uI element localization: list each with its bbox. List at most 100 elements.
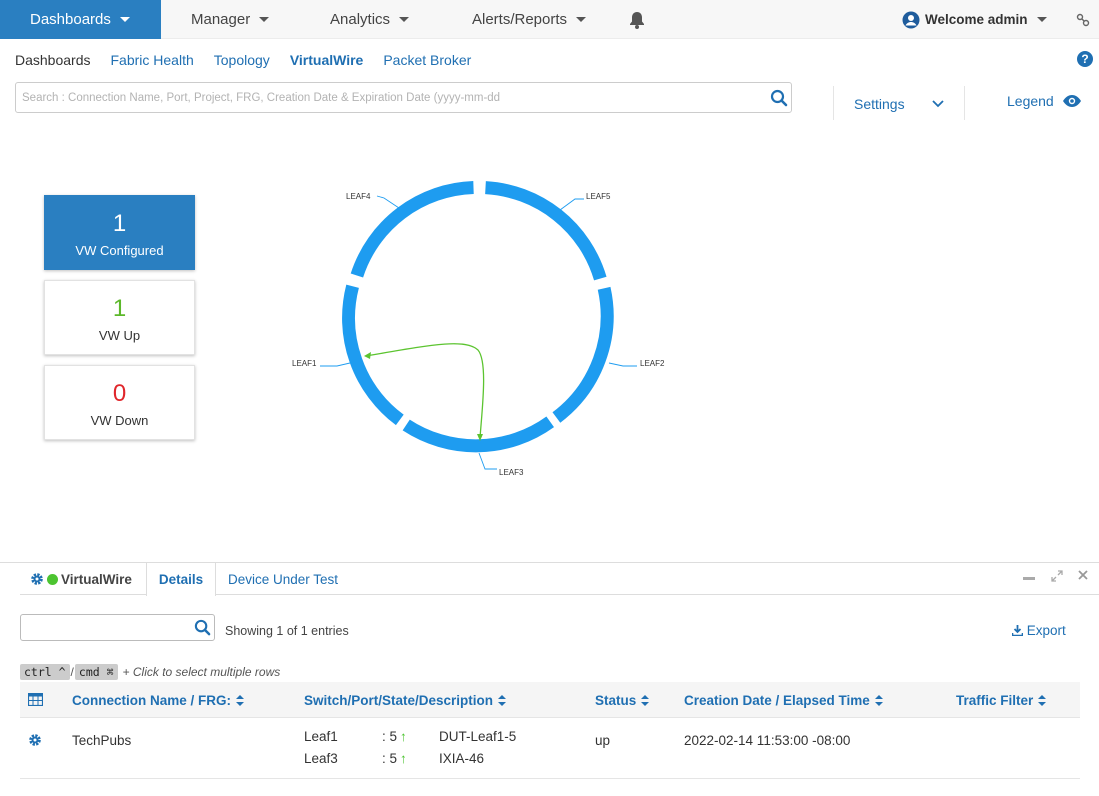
- legend-toggle[interactable]: Legend: [1007, 93, 1082, 109]
- switch-name: Leaf3: [304, 751, 338, 766]
- search-icon[interactable]: [770, 89, 788, 112]
- vw-down-card[interactable]: 0 VW Down: [44, 365, 195, 440]
- tab-dut-label: Device Under Test: [228, 571, 339, 587]
- status-value: up: [595, 733, 611, 748]
- key-separator: /: [70, 665, 74, 679]
- minimize-icon[interactable]: [1023, 577, 1035, 580]
- sort-icon: [498, 694, 507, 706]
- sort-icon: [236, 694, 245, 706]
- connection-name: TechPubs: [72, 733, 132, 748]
- column-traffic-label: Traffic Filter: [956, 692, 1034, 708]
- help-icon[interactable]: ?: [1077, 51, 1093, 67]
- legend-label: Legend: [1007, 93, 1054, 109]
- nav-manager-label: Manager: [191, 11, 251, 28]
- column-creation-date[interactable]: Creation Date / Elapsed Time: [684, 682, 883, 718]
- vw-up-card[interactable]: 1 VW Up: [44, 280, 195, 355]
- node-label[interactable]: LEAF4: [346, 192, 371, 201]
- column-traffic-filter[interactable]: Traffic Filter: [956, 682, 1047, 718]
- link-arrowhead: [477, 434, 483, 441]
- port-number: : 5: [382, 751, 398, 766]
- search-input[interactable]: [16, 83, 756, 112]
- nav-analytics[interactable]: Analytics: [330, 0, 410, 39]
- gear-icon: [31, 573, 43, 585]
- column-connection[interactable]: Connection Name / FRG:: [72, 682, 245, 718]
- subnav-fabric-health[interactable]: Fabric Health: [110, 52, 194, 68]
- settings-dropdown[interactable]: Settings: [854, 96, 945, 112]
- network-settings-icon[interactable]: [1076, 0, 1090, 39]
- export-button[interactable]: Export: [1011, 623, 1066, 638]
- link-arrowhead: [364, 352, 371, 359]
- column-switch-label: Switch/Port/State/Description: [304, 692, 494, 708]
- chevron-down-icon: [399, 17, 410, 22]
- vw-up-label: VW Up: [98, 328, 141, 343]
- search-icon[interactable]: [194, 619, 211, 636]
- port-number: : 5: [382, 729, 398, 744]
- vw-down-count: 0: [112, 380, 127, 407]
- port-state: : 5 ↑: [382, 751, 407, 766]
- port-description: DUT-Leaf1-5: [439, 729, 517, 744]
- close-icon[interactable]: [1078, 570, 1088, 580]
- subnav-dashboards[interactable]: Dashboards: [15, 52, 91, 68]
- column-status-label: Status: [595, 692, 637, 708]
- notifications-bell-icon[interactable]: [627, 0, 647, 39]
- column-creation-label: Creation Date / Elapsed Time: [684, 692, 870, 708]
- nav-alerts-label: Alerts/Reports: [472, 11, 568, 28]
- divider: [964, 86, 965, 120]
- ring-segment-leaf2[interactable]: [552, 286, 614, 423]
- column-status[interactable]: Status: [595, 682, 650, 718]
- chevron-down-icon: [1036, 17, 1047, 22]
- nav-analytics-label: Analytics: [330, 11, 391, 28]
- user-avatar-icon: [902, 11, 920, 28]
- settings-label: Settings: [854, 96, 905, 112]
- user-menu[interactable]: Welcome admin: [902, 0, 1047, 39]
- export-label: Export: [1026, 623, 1066, 638]
- nav-manager[interactable]: Manager: [191, 0, 270, 39]
- subnav-packet-broker[interactable]: Packet Broker: [383, 52, 472, 68]
- tab-virtualwire-label: VirtualWire: [61, 571, 132, 587]
- switch-name: Leaf1: [304, 729, 338, 744]
- sort-icon: [641, 694, 650, 706]
- ring-segment-leaf4[interactable]: [350, 181, 474, 278]
- entries-count: Showing 1 of 1 entries: [225, 624, 349, 638]
- divider: [833, 86, 834, 120]
- vw-up-count: 1: [112, 295, 127, 322]
- sub-nav: Dashboards Fabric Health Topology Virtua…: [15, 50, 491, 70]
- status-dot-icon: [47, 573, 58, 585]
- vw-configured-card[interactable]: 1 VW Configured: [44, 195, 195, 270]
- port-state: : 5 ↑: [382, 729, 407, 744]
- sort-icon: [1038, 694, 1047, 706]
- nav-alerts-reports[interactable]: Alerts/Reports: [472, 0, 587, 39]
- creation-date: 2022-02-14 11:53:00 -08:00: [684, 733, 851, 748]
- node-label[interactable]: LEAF3: [499, 468, 524, 477]
- panel-tabs: VirtualWire Details Device Under Test: [20, 563, 1099, 596]
- table-columns-icon[interactable]: [28, 693, 43, 706]
- subnav-topology[interactable]: Topology: [213, 52, 270, 68]
- gear-icon[interactable]: [28, 733, 42, 747]
- tab-device-under-test[interactable]: Device Under Test: [228, 563, 338, 595]
- node-label[interactable]: LEAF5: [586, 192, 611, 201]
- node-label[interactable]: LEAF1: [292, 359, 317, 368]
- table-search-input[interactable]: [21, 615, 191, 640]
- sort-icon: [874, 694, 883, 706]
- ring-segment-leaf1[interactable]: [342, 284, 404, 426]
- ring-segment-leaf3[interactable]: [402, 416, 555, 453]
- chevron-down-icon: [576, 17, 587, 22]
- nav-dashboards-label: Dashboards: [30, 11, 111, 28]
- vw-configured-count: 1: [112, 210, 127, 237]
- arrow-up-icon: ↑: [400, 751, 407, 766]
- ring-segment-leaf5[interactable]: [485, 181, 607, 281]
- column-switch[interactable]: Switch/Port/State/Description: [304, 682, 507, 718]
- node-label[interactable]: LEAF2: [640, 359, 665, 368]
- vw-configured-label: VW Configured: [75, 243, 164, 258]
- tab-virtualwire[interactable]: VirtualWire: [30, 563, 132, 595]
- chevron-down-icon: [119, 17, 130, 22]
- chevron-down-icon: [259, 17, 270, 22]
- subnav-virtualwire[interactable]: VirtualWire: [289, 52, 364, 68]
- vw-down-label: VW Down: [90, 413, 149, 428]
- expand-icon[interactable]: [1051, 570, 1063, 582]
- nav-dashboards[interactable]: Dashboards: [0, 0, 161, 39]
- table-row[interactable]: TechPubs Leaf1 : 5 ↑ DUT-Leaf1-5 Leaf3 : …: [20, 718, 1080, 779]
- multi-select-hint: ctrl ^ / cmd ⌘ + Click to select multipl…: [20, 664, 280, 680]
- tab-details[interactable]: Details: [146, 563, 216, 596]
- virtualwire-link[interactable]: [365, 343, 485, 439]
